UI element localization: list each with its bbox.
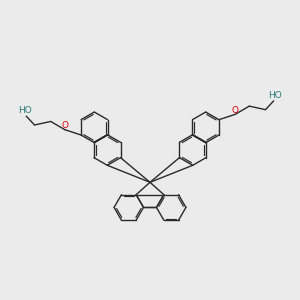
Text: O: O [231,106,238,115]
Text: HO: HO [18,106,32,116]
Text: O: O [62,121,69,130]
Text: HO: HO [268,91,282,100]
